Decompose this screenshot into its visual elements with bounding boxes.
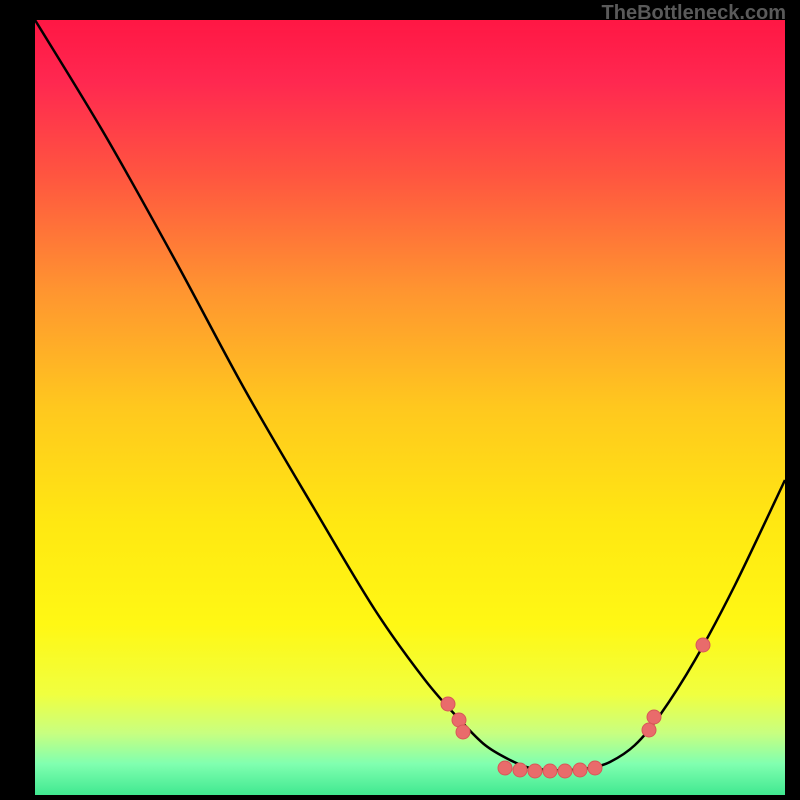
data-marker <box>696 638 710 652</box>
data-marker <box>543 764 557 778</box>
data-marker <box>498 761 512 775</box>
data-marker <box>573 763 587 777</box>
data-marker <box>588 761 602 775</box>
bottleneck-curve <box>35 20 785 770</box>
chart-area <box>35 20 785 795</box>
data-markers <box>441 638 710 778</box>
data-marker <box>513 763 527 777</box>
data-marker <box>441 697 455 711</box>
data-marker <box>647 710 661 724</box>
data-marker <box>456 725 470 739</box>
watermark-text: TheBottleneck.com <box>602 2 786 25</box>
data-marker <box>528 764 542 778</box>
curve-overlay <box>35 20 785 795</box>
data-marker <box>558 764 572 778</box>
data-marker <box>642 723 656 737</box>
